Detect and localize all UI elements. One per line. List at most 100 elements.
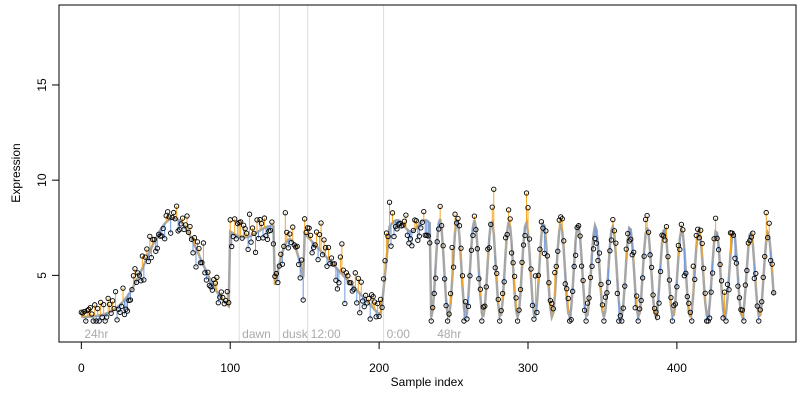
data-point — [284, 229, 290, 236]
data-point — [343, 270, 350, 276]
y-axis: 5 10 15 — [35, 78, 60, 279]
data-point — [229, 243, 235, 250]
data-point — [619, 318, 625, 324]
data-point — [595, 257, 601, 264]
data-point — [401, 218, 408, 224]
data-point — [389, 210, 396, 216]
data-point — [568, 317, 574, 323]
data-point — [351, 286, 357, 292]
data-point — [657, 268, 664, 275]
data-point — [510, 260, 516, 266]
data-point — [678, 221, 685, 228]
data-point — [433, 275, 439, 281]
data-point — [769, 261, 775, 267]
data-point — [742, 282, 749, 288]
data-point — [492, 265, 498, 271]
x-tick-label: 200 — [369, 361, 389, 375]
data-point — [467, 273, 473, 279]
data-point — [468, 247, 475, 253]
data-point — [427, 240, 433, 246]
data-point — [532, 273, 539, 279]
data-point — [508, 250, 515, 256]
marker-labels-layer: 24hr dawn dusk 12:00 0:00 48hr — [84, 327, 461, 341]
data-point — [513, 295, 519, 301]
time-marker-label: 48hr — [437, 327, 461, 341]
data-point — [482, 303, 488, 309]
data-point — [89, 311, 95, 317]
data-point — [162, 236, 168, 242]
data-point — [604, 290, 610, 296]
data-point — [138, 278, 144, 284]
data-point — [145, 258, 151, 265]
data-point — [200, 240, 207, 246]
data-point — [578, 263, 585, 269]
data-point — [252, 249, 259, 256]
data-point — [404, 232, 411, 238]
data-point — [95, 306, 101, 312]
data-point — [90, 318, 96, 324]
data-point — [736, 295, 743, 301]
data-point — [446, 311, 452, 317]
data-point — [409, 243, 415, 249]
data-point — [133, 279, 140, 286]
data-point — [367, 316, 373, 322]
data-point — [656, 300, 662, 306]
data-point — [306, 225, 312, 231]
data-point — [373, 314, 379, 320]
data-point — [455, 215, 461, 222]
data-point — [416, 233, 422, 239]
y-axis-title: Expression — [9, 143, 23, 202]
data-point — [653, 309, 659, 315]
data-point — [572, 252, 579, 258]
data-point — [753, 270, 759, 277]
data-point — [92, 302, 98, 308]
data-point — [407, 236, 414, 242]
data-point — [418, 225, 424, 231]
data-point — [444, 318, 451, 324]
data-point — [698, 227, 704, 233]
data-point — [269, 219, 275, 225]
data-point — [547, 297, 553, 304]
data-point — [366, 295, 372, 302]
data-point — [202, 270, 208, 276]
data-point — [580, 277, 586, 284]
data-point — [358, 279, 364, 285]
data-point — [692, 276, 698, 283]
data-point — [553, 263, 559, 270]
data-point — [523, 190, 530, 196]
data-point — [282, 210, 288, 216]
data-point — [438, 223, 445, 229]
data-point — [114, 317, 120, 323]
data-point — [477, 286, 484, 292]
data-point — [115, 306, 122, 312]
data-point — [704, 318, 710, 324]
data-point — [503, 235, 509, 241]
data-point — [665, 253, 671, 260]
data-point — [322, 245, 329, 251]
data-point — [616, 318, 622, 324]
data-point — [584, 300, 591, 306]
data-point — [136, 272, 143, 278]
x-axis-title: Sample index — [391, 375, 464, 389]
data-point — [483, 284, 489, 290]
data-point — [278, 251, 284, 257]
data-point — [185, 229, 192, 235]
data-point — [631, 249, 637, 255]
data-point — [386, 199, 393, 205]
data-point — [109, 298, 116, 304]
data-point — [561, 238, 567, 244]
data-point — [718, 278, 725, 284]
data-point — [570, 288, 576, 294]
data-point — [245, 246, 251, 253]
data-point — [684, 293, 690, 300]
data-point — [179, 215, 186, 221]
data-point — [130, 273, 137, 279]
y-tick-label: 15 — [35, 78, 49, 92]
data-point — [172, 216, 178, 222]
data-point — [485, 246, 491, 252]
data-point — [556, 217, 562, 223]
data-point — [760, 274, 766, 281]
data-point — [593, 240, 600, 246]
data-point — [645, 229, 652, 235]
data-point — [196, 245, 202, 252]
